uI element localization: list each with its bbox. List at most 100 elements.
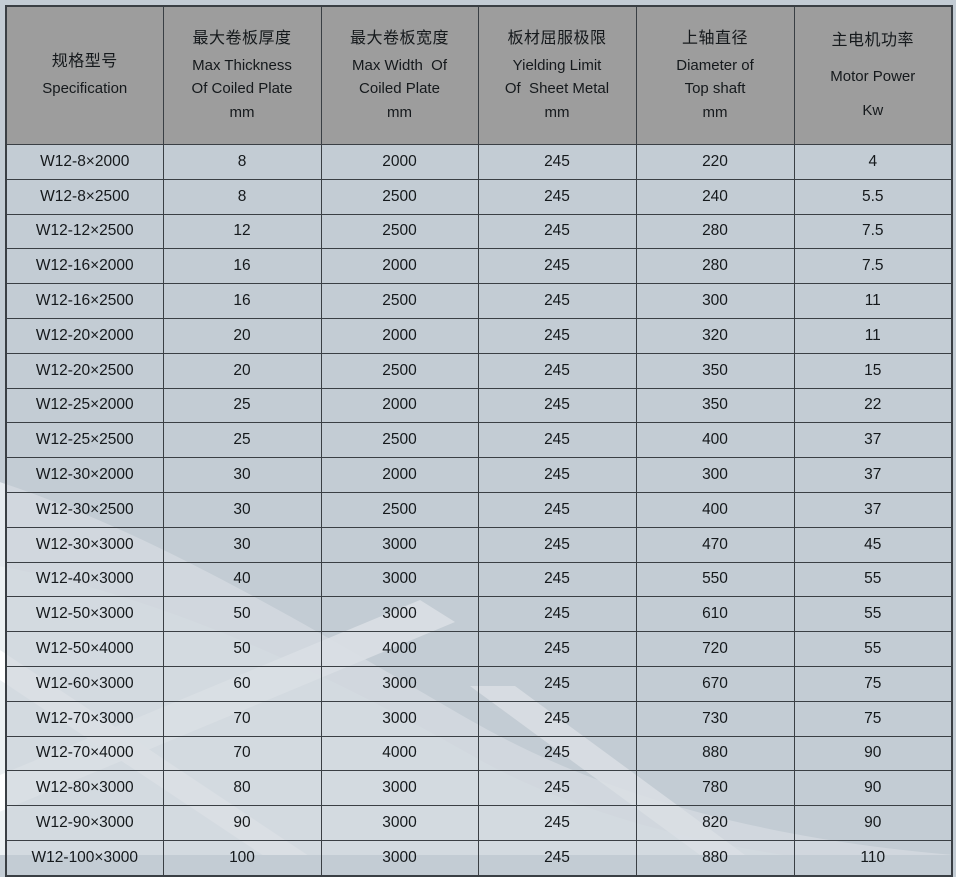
cell-specification: W12-20×2000 — [5, 317, 164, 354]
cell-value: 245 — [477, 839, 637, 877]
cell-value: 470 — [635, 526, 795, 563]
cell-value: 3000 — [320, 839, 479, 877]
column-header-label-en: Of Sheet Metal — [504, 80, 610, 98]
table-row: W12-25×2000 25 2000 245 350 22 — [5, 387, 953, 424]
specification-table: 规格型号 Specification 最大卷板厚度 Max Thickness Of C… — [5, 5, 953, 877]
column-header-label-cn: 最大卷板厚度 — [192, 30, 292, 48]
cell-value: 90 — [793, 770, 953, 807]
cell-value: 3000 — [320, 770, 479, 807]
table-row: W12-70×4000 70 4000 245 880 90 — [5, 735, 953, 772]
cell-value: 8 — [162, 144, 322, 180]
cell-value: 2000 — [320, 457, 479, 493]
table-row: W12-60×3000 60 3000 245 670 75 — [5, 665, 953, 702]
cell-specification: W12-90×3000 — [5, 805, 164, 841]
cell-value: 245 — [477, 805, 637, 841]
cell-value: 280 — [635, 248, 795, 285]
table-row: W12-100×3000 100 3000 245 880 110 — [5, 839, 953, 877]
table-body: W12-8×2000 8 2000 245 220 4 W12-8×2500 8 2500 245… — [5, 144, 953, 877]
column-header-content: 最大卷板厚度 Max Thickness Of Coiled Plate mm — [164, 7, 321, 144]
column-header-label-en: Top shaft — [684, 80, 746, 98]
column-header-label-en: Max Width Of — [351, 57, 448, 75]
cell-value: 400 — [635, 491, 795, 528]
table-row: W12-50×4000 50 4000 245 720 55 — [5, 631, 953, 667]
cell-value: 50 — [162, 596, 322, 633]
cell-value: 70 — [162, 735, 322, 772]
column-header-label-cn: 规格型号 — [51, 53, 118, 71]
column-header-label-cn: 板材屈服极限 — [507, 30, 607, 48]
table-row: W12-16×2500 16 2500 245 300 11 — [5, 283, 953, 319]
cell-specification: W12-60×3000 — [5, 665, 164, 702]
cell-value: 245 — [477, 596, 637, 633]
table-row: W12-25×2500 25 2500 245 400 37 — [5, 422, 953, 459]
cell-value: 20 — [162, 317, 322, 354]
cell-value: 7.5 — [793, 248, 953, 285]
cell-value: 245 — [477, 457, 637, 493]
cell-value: 22 — [793, 387, 953, 424]
cell-value: 245 — [477, 735, 637, 772]
cell-value: 820 — [635, 805, 795, 841]
cell-value: 25 — [162, 422, 322, 459]
table-row: W12-20×2000 20 2000 245 320 11 — [5, 317, 953, 354]
cell-value: 3000 — [320, 805, 479, 841]
cell-value: 55 — [793, 596, 953, 633]
cell-value: 2000 — [320, 144, 479, 180]
cell-specification: W12-8×2000 — [5, 144, 164, 180]
column-header-label-en: mm — [702, 103, 728, 121]
cell-value: 8 — [162, 178, 322, 215]
cell-specification: W12-16×2500 — [5, 283, 164, 319]
cell-value: 11 — [793, 317, 953, 354]
cell-value: 720 — [635, 631, 795, 667]
cell-value: 3000 — [320, 665, 479, 702]
cell-specification: W12-50×4000 — [5, 631, 164, 667]
cell-value: 30 — [162, 491, 322, 528]
cell-value: 3000 — [320, 700, 479, 737]
cell-value: 780 — [635, 770, 795, 807]
cell-value: 245 — [477, 178, 637, 215]
table-row: W12-80×3000 80 3000 245 780 90 — [5, 770, 953, 807]
column-header-6: 主电机功率 Motor Power Kw — [793, 5, 953, 145]
cell-specification: W12-20×2500 — [5, 352, 164, 389]
column-header-label-en: Of Coiled Plate — [191, 80, 293, 98]
column-header-5: 上轴直径 Diameter of Top shaft mm — [635, 5, 795, 145]
cell-value: 100 — [162, 839, 322, 877]
cell-value: 30 — [162, 526, 322, 563]
table-row: W12-8×2500 8 2500 245 240 5.5 — [5, 178, 953, 215]
column-header-label-en: Kw — [862, 101, 884, 119]
cell-value: 245 — [477, 422, 637, 459]
cell-value: 70 — [162, 700, 322, 737]
cell-specification: W12-100×3000 — [5, 839, 164, 877]
cell-value: 110 — [793, 839, 953, 877]
table-header: 规格型号 Specification 最大卷板厚度 Max Thickness Of C… — [5, 5, 953, 145]
column-header-content: 规格型号 Specification — [7, 7, 163, 144]
cell-value: 4000 — [320, 735, 479, 772]
cell-value: 90 — [793, 805, 953, 841]
cell-value: 245 — [477, 700, 637, 737]
column-header-label-en: Max Thickness — [192, 57, 292, 75]
cell-specification: W12-30×2500 — [5, 491, 164, 528]
cell-specification: W12-40×3000 — [5, 561, 164, 598]
cell-specification: W12-70×3000 — [5, 700, 164, 737]
cell-value: 40 — [162, 561, 322, 598]
table-row: W12-16×2000 16 2000 245 280 7.5 — [5, 248, 953, 285]
cell-value: 245 — [477, 561, 637, 598]
table-row: W12-20×2500 20 2500 245 350 15 — [5, 352, 953, 389]
cell-value: 2000 — [320, 387, 479, 424]
cell-specification: W12-70×4000 — [5, 735, 164, 772]
column-header-label-cn: 主电机功率 — [831, 31, 914, 49]
cell-specification: W12-25×2000 — [5, 387, 164, 424]
cell-value: 670 — [635, 665, 795, 702]
column-header-content: 主电机功率 Motor Power Kw — [795, 7, 952, 144]
cell-value: 25 — [162, 387, 322, 424]
column-header-label-en: Diameter of — [676, 57, 754, 75]
cell-value: 4 — [793, 144, 953, 180]
cell-specification: W12-30×2000 — [5, 457, 164, 493]
cell-value: 90 — [793, 735, 953, 772]
table-row: W12-70×3000 70 3000 245 730 75 — [5, 700, 953, 737]
column-header-content: 板材屈服极限 Yielding Limit Of Sheet Metal mm — [479, 7, 636, 144]
table-row: W12-12×2500 12 2500 245 280 7.5 — [5, 213, 953, 250]
cell-value: 245 — [477, 770, 637, 807]
column-header-label-en: mm — [229, 103, 255, 121]
cell-value: 245 — [477, 144, 637, 180]
cell-value: 37 — [793, 422, 953, 459]
column-header-label-en: Coiled Plate — [359, 80, 440, 98]
